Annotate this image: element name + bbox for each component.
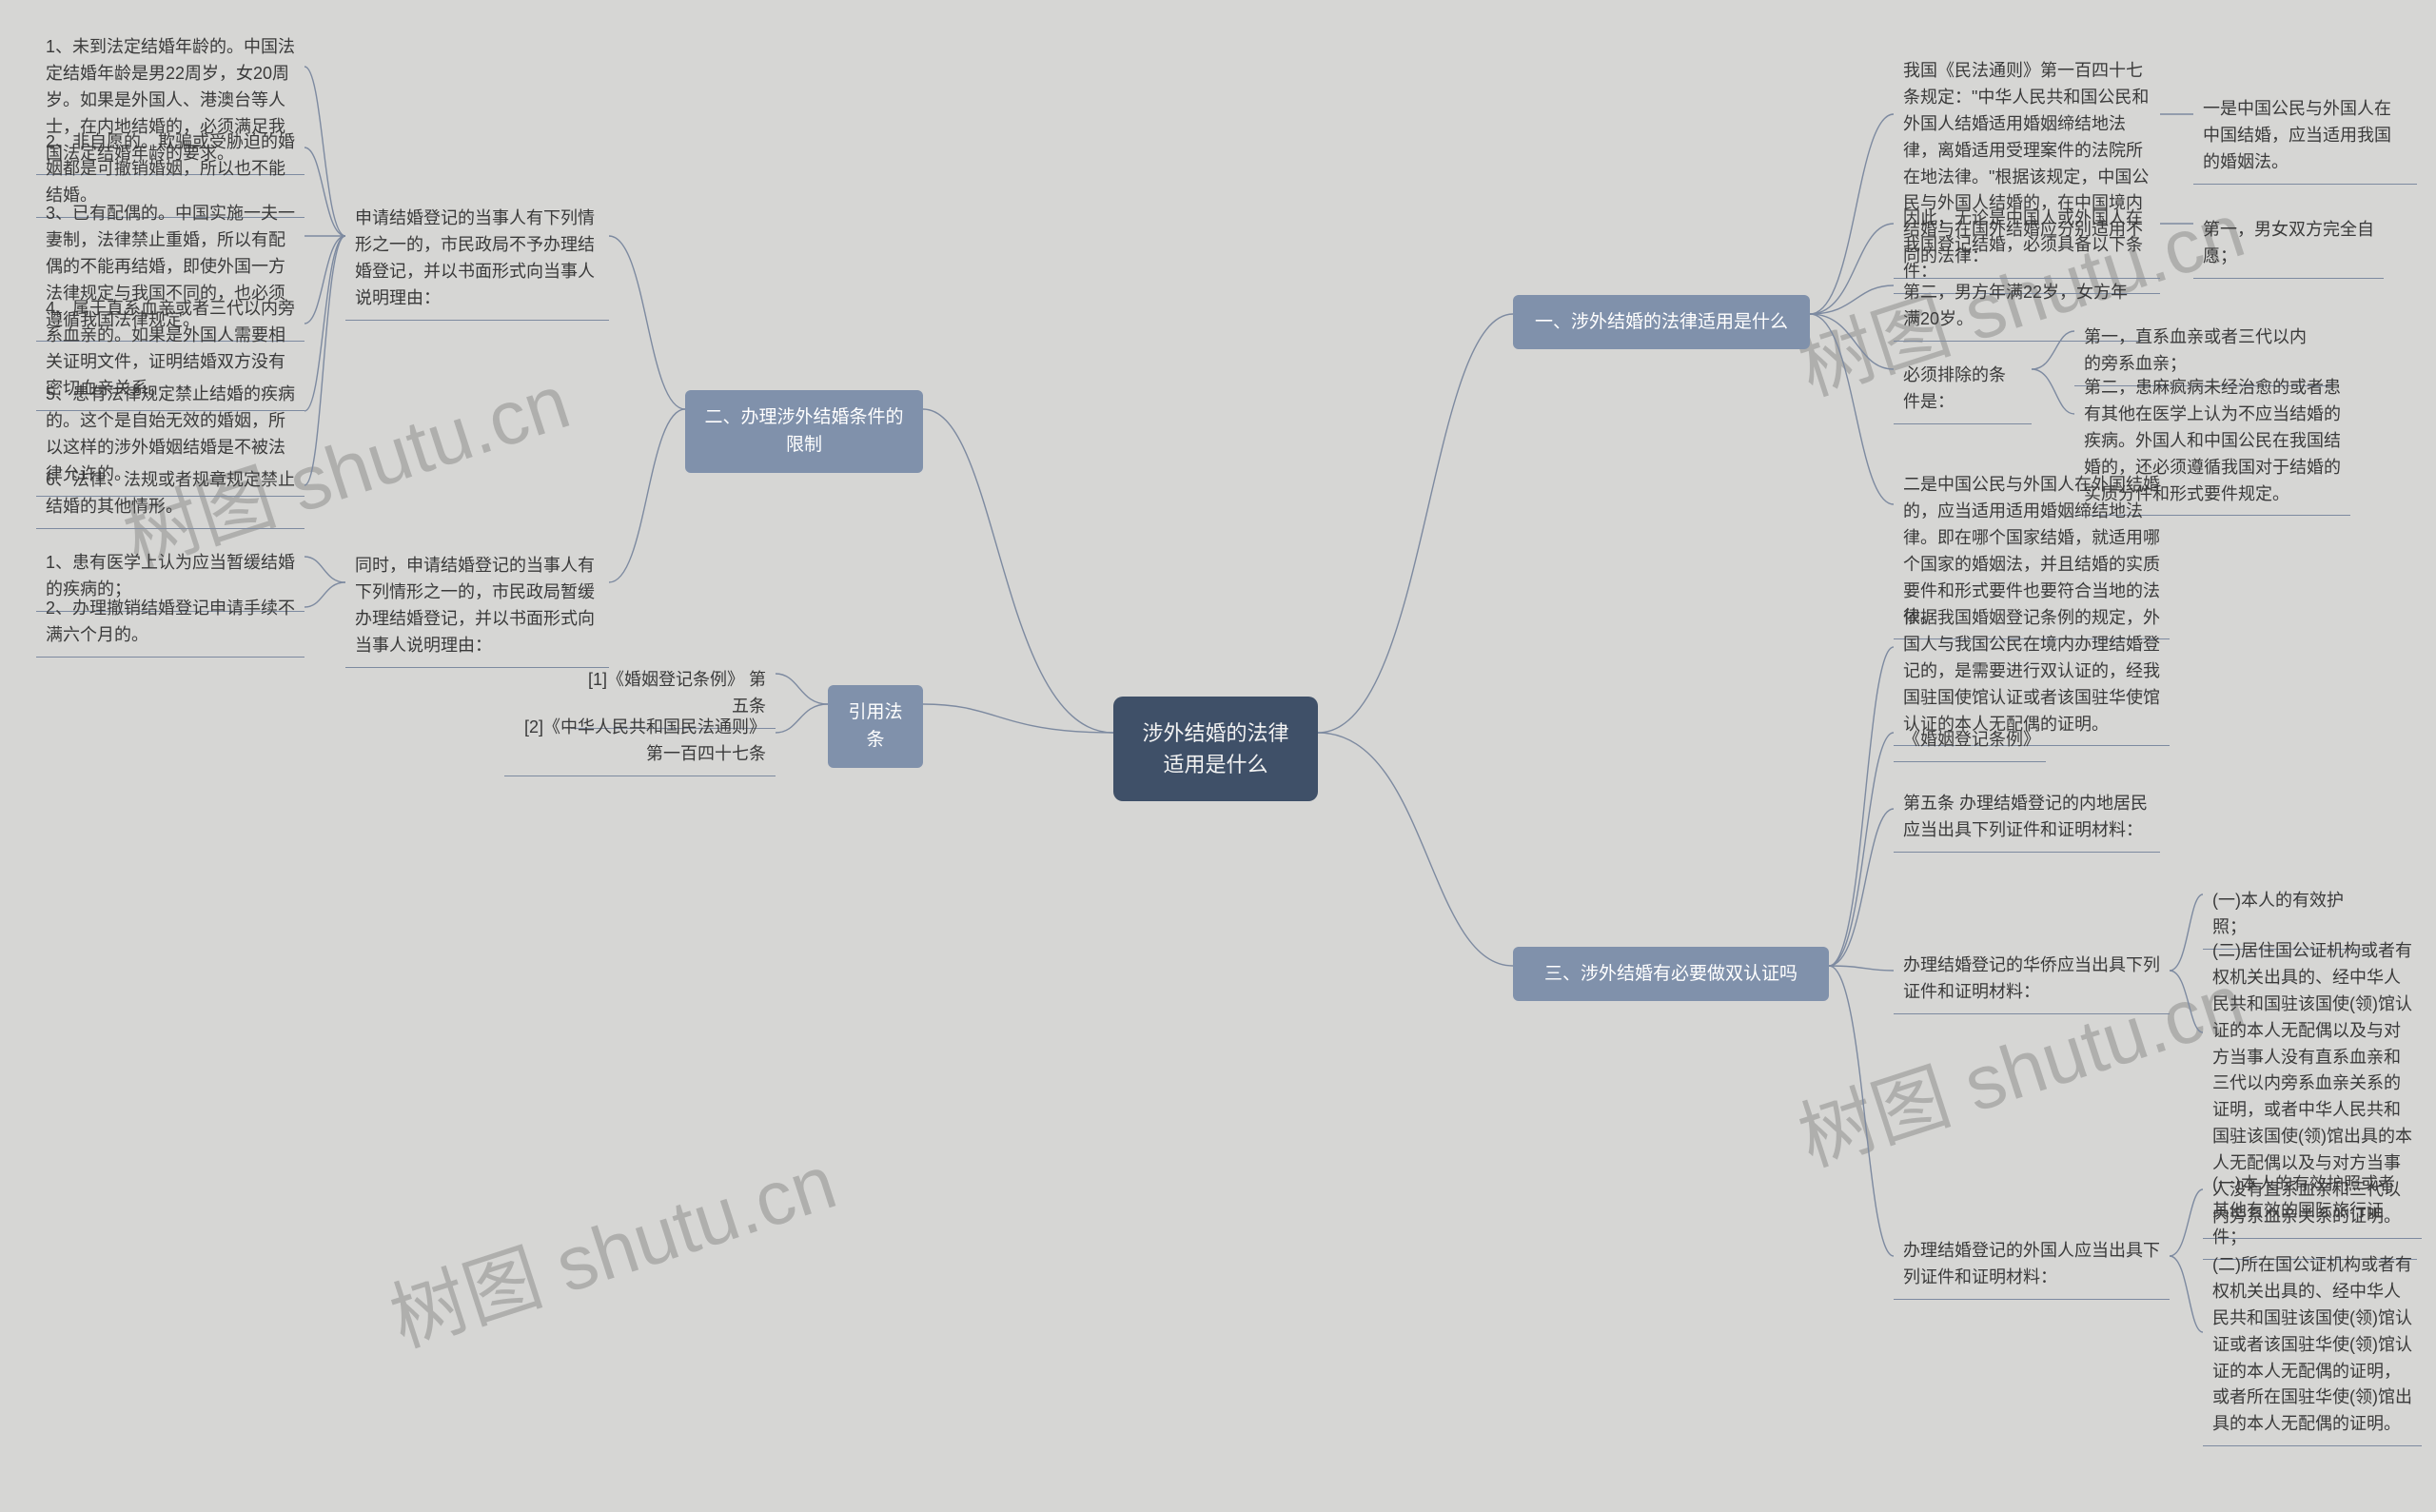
b3-foreigner-a: (一)本人的有效护照或者其他有效的国际旅行证件；: [2203, 1166, 2417, 1260]
branch-node-1[interactable]: 一、涉外结婚的法律适用是什么: [1513, 295, 1810, 349]
branch-node-2[interactable]: 二、办理涉外结婚条件的限制: [685, 390, 923, 473]
b3-article5: 第五条 办理结婚登记的内地居民应当出具下列证件和证明材料：: [1894, 785, 2160, 853]
b3-huaqiao-intro: 办理结婚登记的华侨应当出具下列证件和证明材料：: [1894, 947, 2170, 1014]
cite-2: [2]《中华人民共和国民法通则》 第一百四十七条: [504, 709, 776, 776]
watermark: 树图 shutu.cn: [375, 1121, 848, 1368]
root-node[interactable]: 涉外结婚的法律适用是什么: [1113, 697, 1318, 801]
b2-defer-intro: 同时，申请结婚登记的当事人有下列情形之一的，市民政局暂缓办理结婚登记，并以书面形…: [345, 547, 609, 668]
b3-foreigner-b: (二)所在国公证机构或者有权机关出具的、经中华人民共和国驻该国使(领)馆认证或者…: [2203, 1247, 2422, 1446]
b1-case-china: 一是中国公民与外国人在中国结婚，应当适用我国的婚姻法。: [2193, 90, 2417, 185]
b1-cond-voluntary: 第一，男女双方完全自愿；: [2193, 211, 2384, 279]
branch-node-3[interactable]: 三、涉外结婚有必要做双认证吗: [1513, 947, 1829, 1001]
b1-exclude-intro: 必须排除的条件是：: [1894, 357, 2032, 424]
b2-refuse-intro: 申请结婚登记的当事人有下列情形之一的，市民政局不予办理结婚登记，并以书面形式向当…: [345, 200, 609, 321]
branch-node-cites[interactable]: 引用法条: [828, 685, 923, 768]
b2-defer-2: 2、办理撤销结婚登记申请手续不满六个月的。: [36, 590, 304, 658]
b2-refuse-6: 6、法律、法规或者规章规定禁止结婚的其他情形。: [36, 461, 304, 529]
b3-foreigner-intro: 办理结婚登记的外国人应当出具下列证件和证明材料：: [1894, 1232, 2170, 1300]
b3-reg-title: 《婚姻登记条例》: [1894, 721, 2046, 762]
mindmap-canvas: 树图 shutu.cn 树图 shutu.cn 树图 shutu.cn 树图 s…: [0, 0, 2436, 1512]
